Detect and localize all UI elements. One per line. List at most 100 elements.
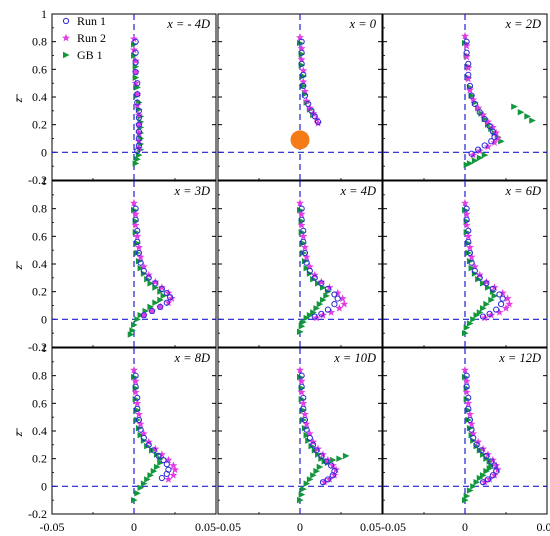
data-point xyxy=(298,61,306,69)
data-point xyxy=(155,452,162,459)
data-point xyxy=(132,216,139,223)
data-point xyxy=(490,471,499,479)
data-point xyxy=(301,416,309,424)
data-point xyxy=(463,383,470,390)
data-point xyxy=(470,434,477,442)
data-point xyxy=(135,121,143,128)
panel-4: -0.2 0 0.2 0.4 0.6 0.8 1 z x = 3D xyxy=(11,174,217,354)
data-point xyxy=(464,232,473,240)
series-run-2 xyxy=(130,198,176,319)
y-tick-label: 0.6 xyxy=(32,229,47,243)
data-point xyxy=(131,78,140,87)
data-point xyxy=(130,45,138,54)
data-point xyxy=(319,479,327,486)
data-point xyxy=(135,107,143,114)
data-point xyxy=(147,303,154,311)
data-point xyxy=(468,426,475,433)
y-tick-label: 0.2 xyxy=(32,285,47,299)
data-point xyxy=(130,365,138,374)
panel-9: x = 12D xyxy=(382,347,548,515)
data-point xyxy=(157,459,164,467)
data-point xyxy=(462,496,469,504)
data-point xyxy=(140,434,147,442)
data-point xyxy=(488,138,495,145)
data-point xyxy=(463,49,470,56)
data-point xyxy=(467,252,476,261)
data-point xyxy=(300,71,307,78)
data-point xyxy=(313,447,320,454)
data-point xyxy=(303,431,311,439)
data-point xyxy=(298,50,306,58)
series-run-2 xyxy=(296,198,349,322)
data-point xyxy=(132,38,139,45)
data-point xyxy=(483,280,490,287)
data-point xyxy=(483,142,492,151)
data-point xyxy=(169,461,178,469)
data-point xyxy=(310,270,319,279)
data-point xyxy=(300,485,307,493)
data-point xyxy=(298,49,305,56)
panel-8: x = 10D xyxy=(217,347,383,515)
data-point xyxy=(471,267,478,275)
data-point xyxy=(157,283,166,291)
data-point xyxy=(491,462,498,469)
x-tick-label: 0 xyxy=(131,520,137,534)
data-point xyxy=(130,198,138,207)
data-point xyxy=(463,492,471,500)
data-point xyxy=(463,384,471,392)
data-point xyxy=(132,49,139,56)
data-point xyxy=(298,383,305,390)
data-point xyxy=(498,288,507,297)
y-tick-label: 0 xyxy=(41,145,47,159)
data-point xyxy=(461,365,469,374)
data-point xyxy=(306,476,314,483)
data-point xyxy=(331,301,338,308)
data-point xyxy=(158,474,165,482)
data-point xyxy=(311,313,318,320)
data-point xyxy=(318,310,327,319)
data-point xyxy=(157,296,164,304)
data-point xyxy=(479,110,488,119)
data-point xyxy=(147,472,154,479)
data-point xyxy=(163,299,170,306)
data-point xyxy=(144,270,153,279)
data-point xyxy=(491,292,499,300)
data-point xyxy=(310,472,317,479)
data-point xyxy=(476,274,483,281)
data-point xyxy=(149,447,156,454)
data-point xyxy=(323,292,330,300)
data-point xyxy=(298,491,306,498)
data-point xyxy=(333,288,342,297)
series-run-1 xyxy=(463,205,506,320)
data-point xyxy=(493,468,500,475)
data-point xyxy=(164,298,173,307)
x-tick-label: 0.05-0.05 xyxy=(195,520,241,534)
data-point xyxy=(297,377,306,385)
data-point xyxy=(298,217,306,225)
data-point xyxy=(524,113,531,120)
data-point xyxy=(298,216,305,223)
data-point xyxy=(342,452,350,460)
data-point xyxy=(134,243,143,251)
y-tick-label: 0.6 xyxy=(32,62,47,76)
data-point xyxy=(131,388,140,396)
data-point xyxy=(465,405,472,412)
data-point xyxy=(479,479,487,486)
data-point xyxy=(300,240,307,247)
data-point xyxy=(132,384,140,392)
data-point xyxy=(145,274,152,281)
data-point xyxy=(324,476,331,483)
data-point xyxy=(306,434,313,442)
data-point xyxy=(140,480,148,487)
data-point xyxy=(335,304,344,312)
data-point xyxy=(298,384,306,392)
data-point xyxy=(300,318,307,326)
data-point xyxy=(325,475,334,483)
data-point xyxy=(132,160,140,167)
data-point xyxy=(137,264,145,272)
series-run-1 xyxy=(463,38,498,157)
data-point xyxy=(328,461,337,469)
y-tick-label: -0.2 xyxy=(28,340,47,354)
data-point xyxy=(323,458,330,465)
